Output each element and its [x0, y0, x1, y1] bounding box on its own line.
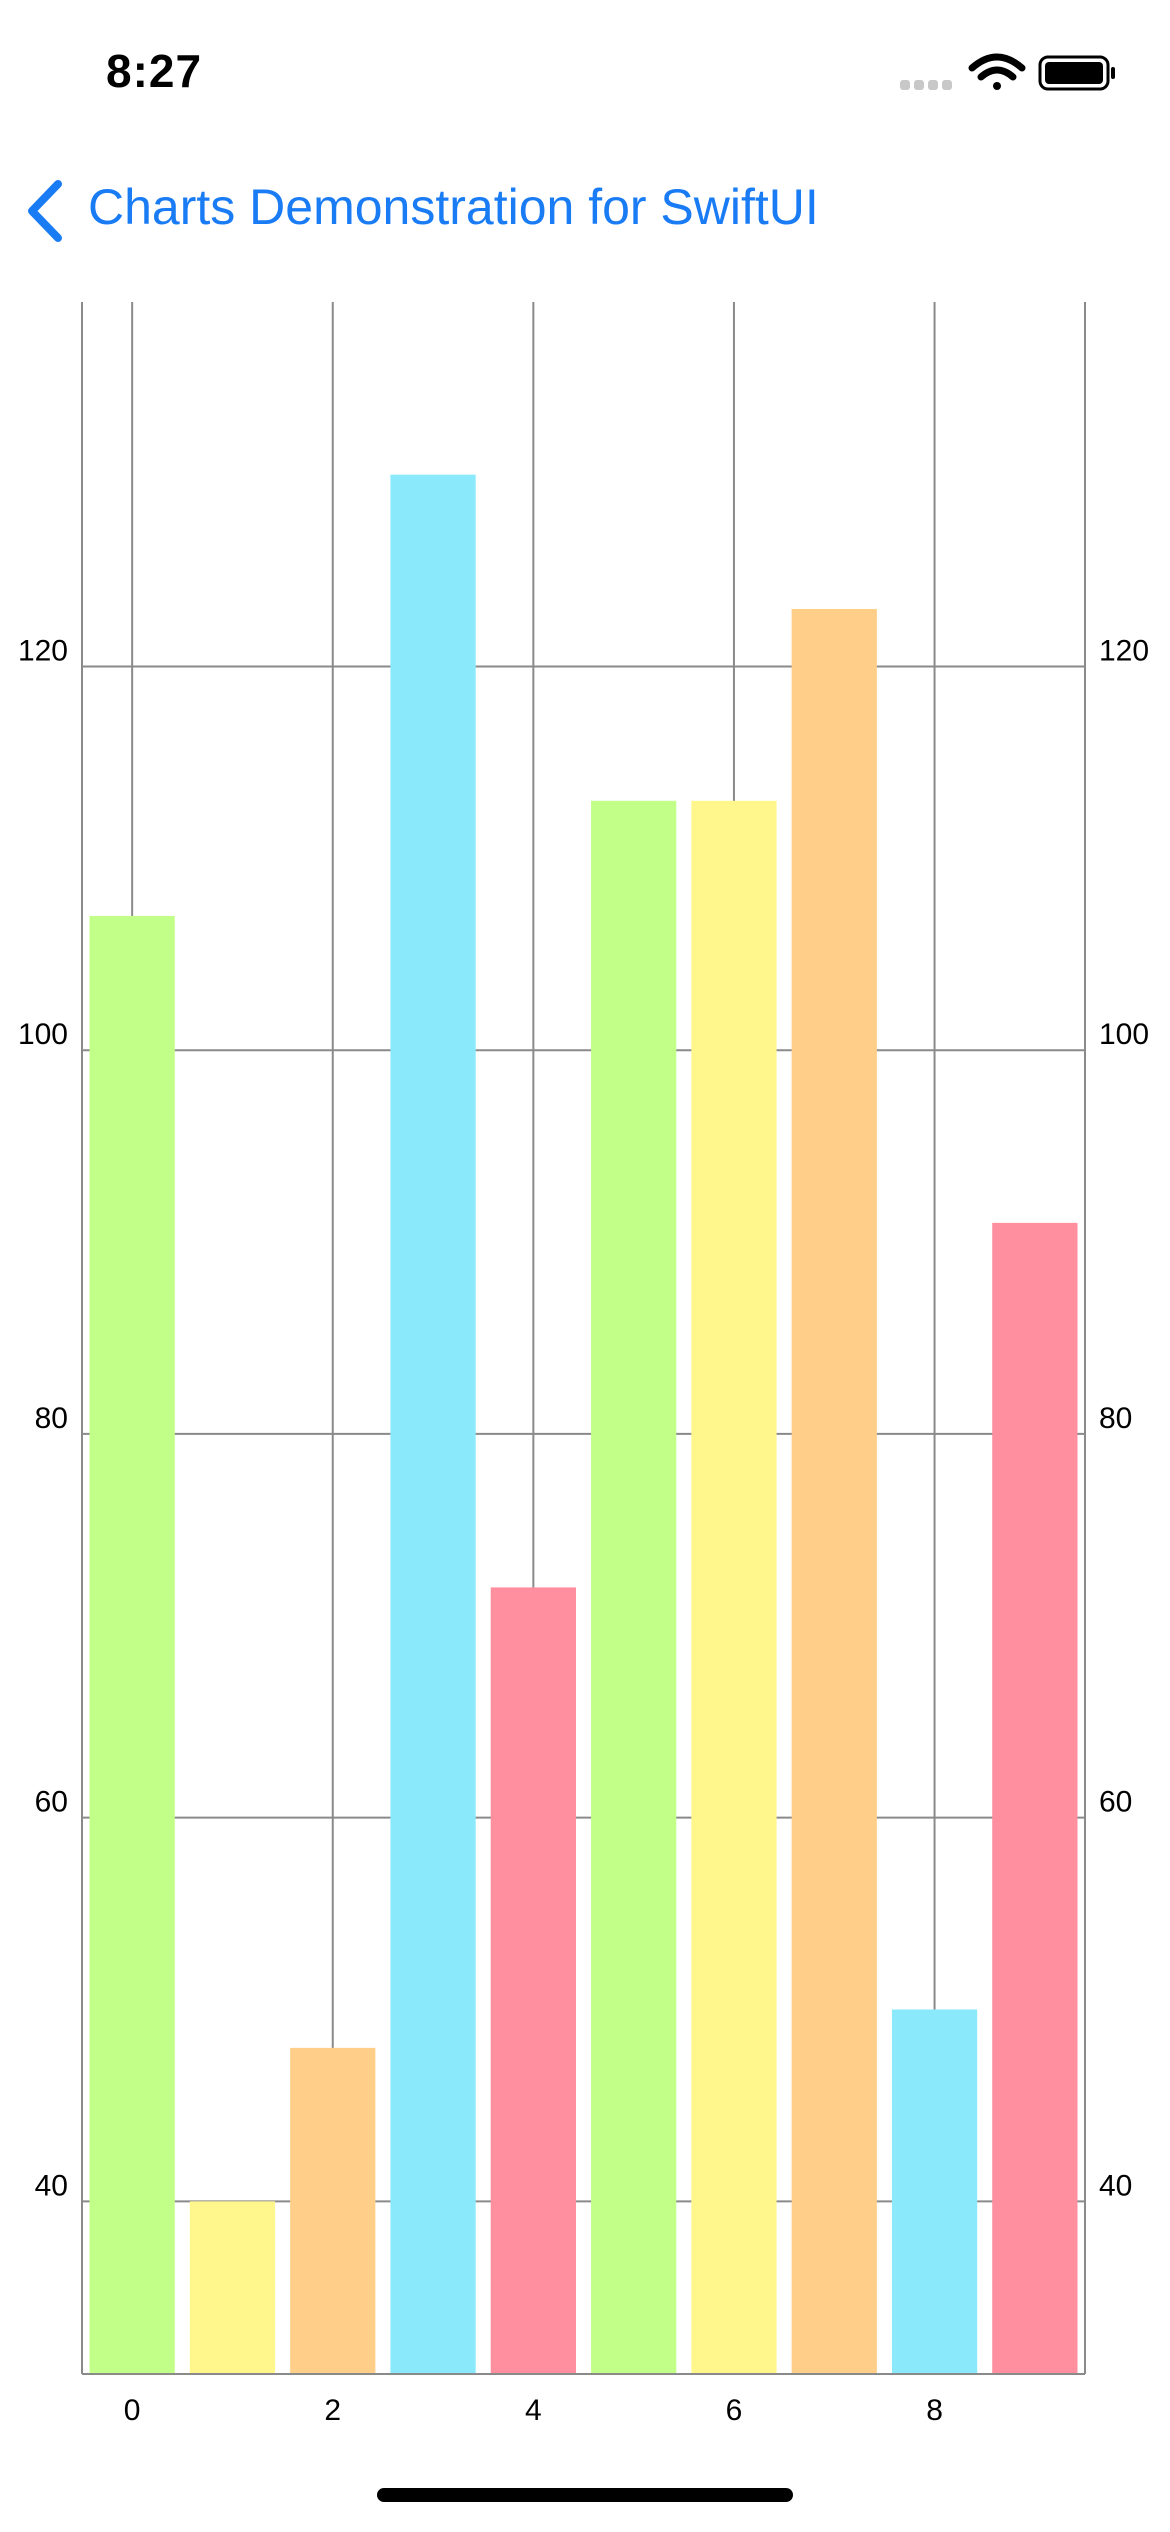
bar: [390, 474, 476, 2374]
bar-chart-svg: 40 40 60 60 80 80 100 100 120 120 0 2 4 6 8: [18, 302, 1149, 2427]
x-tick-label: 2: [324, 2394, 341, 2427]
y-tick-label-right: 80: [1099, 1402, 1132, 1435]
chevron-left-icon[interactable]: [22, 176, 70, 246]
x-tick-label: 0: [124, 2394, 141, 2427]
bars: [89, 474, 1078, 2375]
y-tick-label-left: 40: [35, 2169, 68, 2202]
x-tick-label: 8: [926, 2394, 943, 2427]
status-icons: [900, 53, 1115, 91]
y-tick-label-right: 120: [1099, 635, 1149, 668]
bar: [591, 800, 677, 2374]
y-tick-label-right: 100: [1099, 1018, 1149, 1051]
bar: [490, 1587, 576, 2374]
status-time: 8:27: [106, 45, 203, 97]
bar: [992, 1222, 1078, 2374]
bar: [691, 800, 777, 2374]
y-tick-label-left: 120: [18, 635, 68, 668]
x-tick-label: 6: [726, 2394, 743, 2427]
bar: [891, 2009, 978, 2374]
y-tick-label-left: 100: [18, 1018, 68, 1051]
navigation-bar: Charts Demonstration for SwiftUI: [0, 160, 1170, 260]
bar: [89, 915, 175, 2374]
wifi-icon: [968, 53, 1026, 90]
status-bar: 8:27: [0, 0, 1170, 140]
home-indicator[interactable]: [377, 2488, 793, 2502]
cellular-signal-icon: [900, 80, 952, 90]
y-tick-label-right: 40: [1099, 2169, 1132, 2202]
y-tick-label-left: 80: [35, 1402, 68, 1435]
bar: [290, 2047, 376, 2374]
tick-labels: 40 40 60 60 80 80 100 100 120 120 0 2 4 6 8: [18, 635, 1149, 2427]
x-tick-label: 4: [525, 2394, 542, 2427]
bar-chart: 40 40 60 60 80 80 100 100 120 120 0 2 4 6 8: [0, 290, 1170, 2430]
y-tick-label-right: 60: [1099, 1786, 1132, 1819]
bar: [189, 2201, 276, 2374]
bar: [791, 608, 877, 2375]
back-button-title[interactable]: Charts Demonstration for SwiftUI: [88, 179, 819, 235]
axes: [81, 302, 1086, 2375]
y-tick-label-left: 60: [35, 1786, 68, 1819]
battery-icon: [1038, 55, 1115, 91]
